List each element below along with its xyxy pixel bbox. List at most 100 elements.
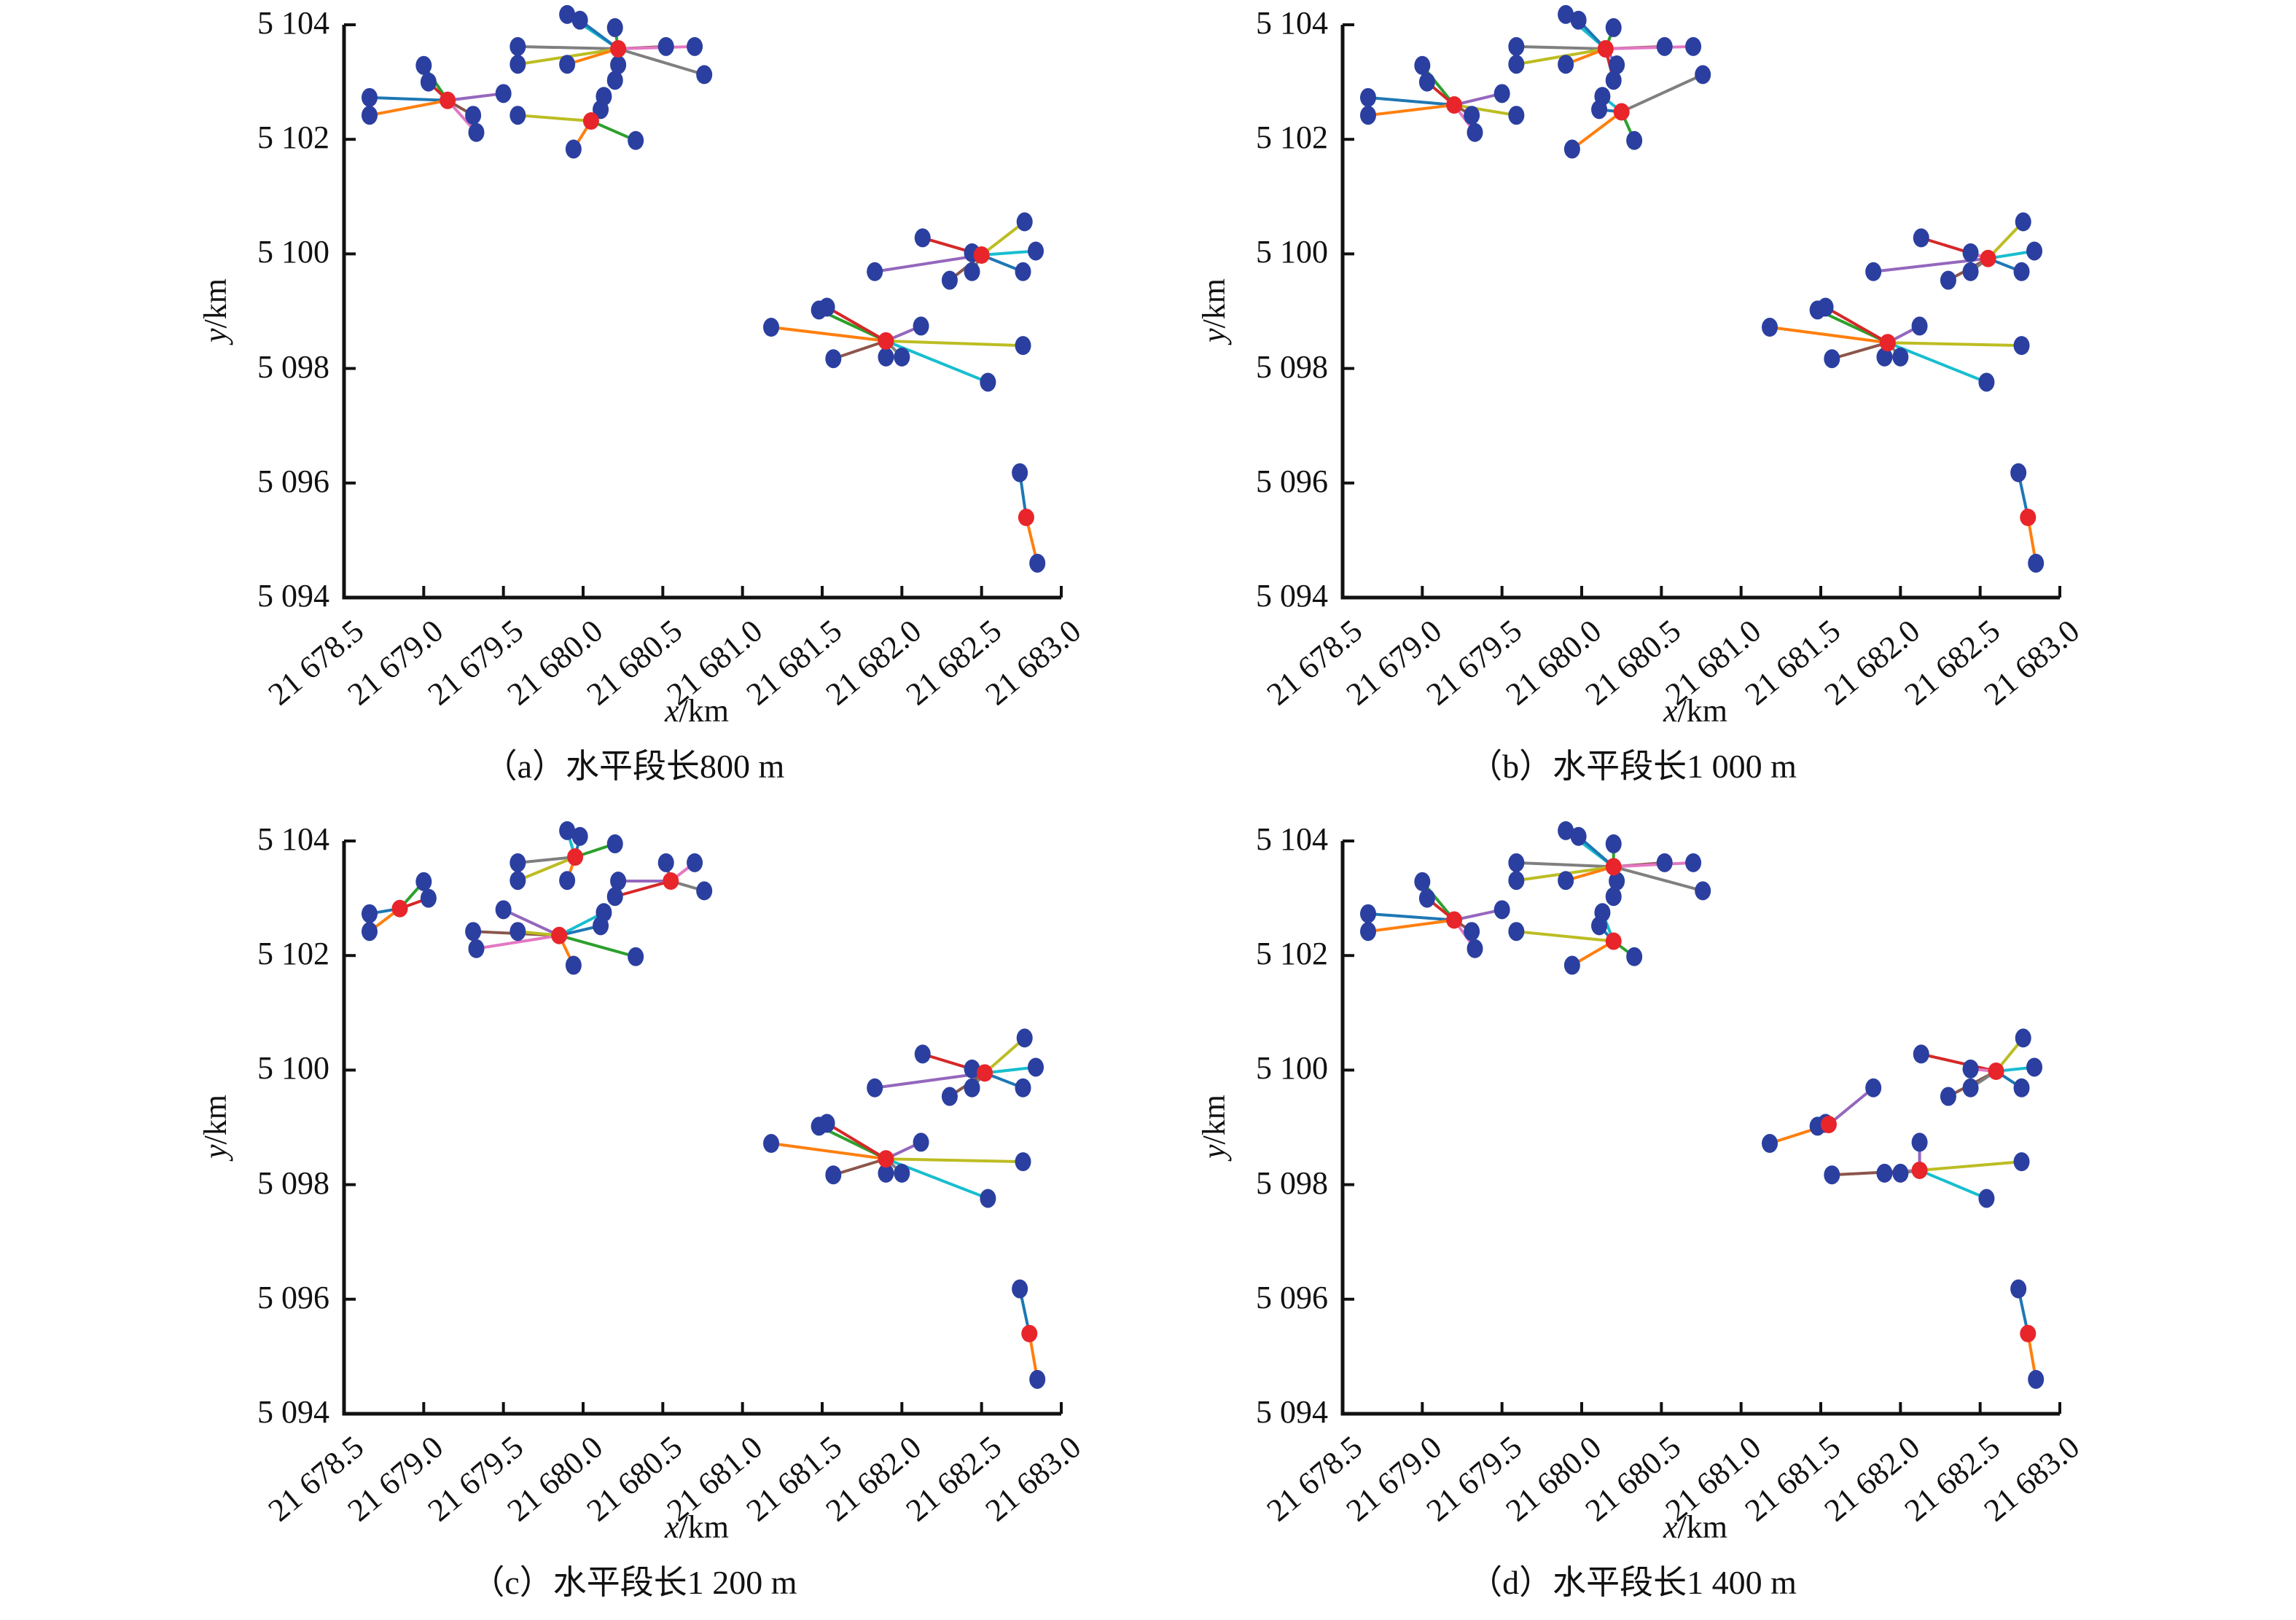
connection-line — [1367, 912, 1455, 922]
well-point — [509, 922, 526, 942]
connection-line — [984, 1065, 1036, 1075]
well-point — [1558, 821, 1574, 840]
connection-line — [1367, 103, 1455, 117]
connection-line — [1565, 865, 1614, 883]
platform-point — [391, 899, 408, 917]
well-point — [1605, 887, 1622, 907]
well-point — [657, 36, 674, 56]
connection-line — [1453, 103, 1517, 117]
well-point — [565, 139, 582, 159]
well-point — [1876, 1163, 1893, 1183]
platform-point — [1911, 1161, 1928, 1179]
panel-a: 5 094 5 096 5 098 5 100 5 102 5 104 21 678.5 21… — [0, 0, 1148, 804]
connection-line — [1367, 95, 1455, 107]
panel-b: 5 094 5 096 5 098 5 100 5 102 5 104 21 678.5 21… — [999, 0, 2147, 804]
well-point — [1865, 1078, 1882, 1097]
connection-line — [1613, 865, 1703, 893]
connection-line — [770, 1142, 886, 1161]
well-point — [1016, 212, 1033, 232]
connection-line — [886, 1157, 1023, 1164]
well-point — [361, 904, 378, 923]
well-point — [2026, 1057, 2043, 1077]
well-point — [1570, 826, 1587, 846]
well-point — [1359, 904, 1376, 923]
well-point — [571, 826, 588, 846]
platform-point — [582, 112, 599, 130]
well-point — [2015, 1028, 2031, 1048]
platform-point — [551, 926, 568, 944]
platform-point — [1605, 932, 1622, 950]
well-point — [1418, 72, 1435, 92]
well-point — [2028, 553, 2045, 573]
connection-line — [1516, 930, 1614, 943]
well-point — [1892, 1163, 1909, 1183]
connection-line — [983, 1036, 1026, 1074]
well-point — [1824, 349, 1840, 369]
well-point — [1508, 922, 1525, 942]
connection-line — [1620, 73, 1704, 114]
panel-d: 5 094 5 096 5 098 5 100 5 102 5 104 21 678.5 21… — [999, 816, 2147, 1620]
well-point — [1695, 881, 1711, 901]
well-point — [593, 916, 609, 936]
connection-line — [517, 856, 576, 883]
platform-point — [1988, 1062, 2004, 1080]
connection-line — [1516, 47, 1606, 66]
well-point — [1911, 316, 1928, 336]
well-point — [867, 1078, 883, 1097]
connection-line — [1571, 110, 1623, 151]
well-point — [913, 1132, 929, 1152]
well-point — [1656, 36, 1673, 56]
well-point — [1962, 243, 1979, 262]
well-point — [628, 130, 644, 150]
y-tick-label: 5 096 — [257, 1279, 329, 1315]
well-point — [1626, 947, 1643, 966]
well-point — [2010, 1279, 2027, 1299]
connection-line — [826, 305, 887, 343]
connection-line — [558, 911, 605, 937]
well-point — [1359, 922, 1376, 942]
well-point — [606, 834, 623, 853]
well-point — [941, 270, 958, 290]
well-point — [1015, 1078, 1031, 1097]
panel-caption: （d）水平段长1 400 m — [1469, 1564, 1797, 1601]
y-axis-label: y/km — [1196, 1095, 1232, 1159]
y-tick-label: 5 104 — [1256, 821, 1328, 857]
connection-line — [1516, 44, 1606, 51]
connection-line — [832, 339, 887, 361]
well-point — [1558, 55, 1574, 74]
well-point — [825, 349, 842, 369]
panel-caption: （c）水平段长1 200 m — [471, 1564, 797, 1601]
well-point — [509, 853, 526, 872]
connection-line — [1827, 1087, 1875, 1126]
axes — [342, 841, 1061, 1416]
well-point — [1591, 916, 1608, 936]
connection-line — [770, 326, 886, 343]
well-point — [571, 10, 588, 30]
well-point — [1359, 106, 1376, 125]
well-point — [1467, 939, 1483, 958]
connection-line — [1921, 1052, 1996, 1073]
connection-line — [518, 44, 619, 51]
well-point — [361, 87, 378, 107]
well-point — [509, 55, 526, 74]
well-point — [1015, 336, 1031, 356]
well-point — [696, 65, 713, 85]
well-point — [1605, 17, 1622, 37]
panel-caption: （b）水平段长1 000 m — [1469, 748, 1797, 785]
connection-line — [1919, 1160, 2022, 1172]
well-point — [696, 881, 713, 901]
connection-line — [618, 44, 695, 51]
y-tick-label: 5 098 — [257, 348, 329, 385]
well-point — [1570, 10, 1587, 30]
well-point — [1962, 1059, 1979, 1079]
well-point — [606, 71, 623, 90]
connection-line — [502, 908, 561, 937]
well-point — [2013, 1152, 2030, 1172]
platform-point — [1446, 911, 1463, 929]
platform-point — [878, 1150, 894, 1168]
connection-line — [980, 220, 1026, 257]
y-tick-label: 5 102 — [1256, 120, 1328, 156]
connection-line — [518, 114, 592, 123]
connection-line — [1918, 1169, 1988, 1200]
well-point — [867, 262, 883, 281]
